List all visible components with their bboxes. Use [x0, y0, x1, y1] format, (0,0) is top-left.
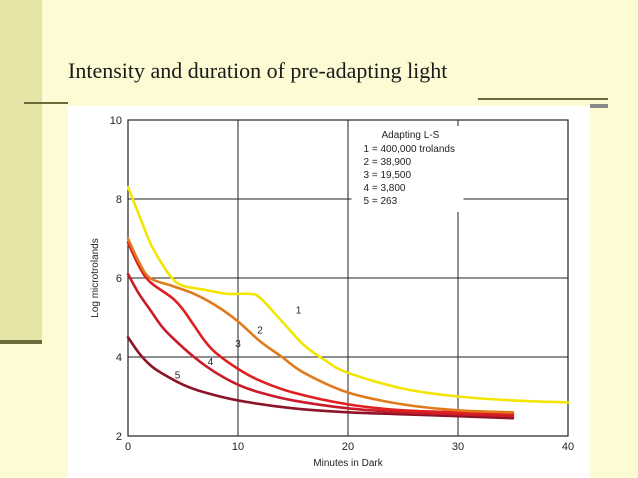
- series-label-3: 3: [235, 339, 241, 350]
- y-tick-labels: 2 4 6 8 10: [110, 115, 122, 443]
- legend-box: [351, 126, 464, 212]
- x-tick-label: 40: [562, 441, 574, 453]
- series-line-5: [126, 335, 515, 420]
- series-labels: 1 2 3 4 5: [175, 306, 302, 382]
- x-tick-label: 20: [342, 441, 354, 453]
- series-line-3: [126, 241, 515, 416]
- title-rule-right-accent: [590, 104, 608, 108]
- x-tick-label: 10: [232, 441, 244, 453]
- decorative-side-band: [0, 0, 42, 340]
- x-tick-labels: 0 10 20 30 40: [125, 441, 574, 453]
- series-lines: [126, 185, 570, 420]
- plot-frame: [127, 119, 569, 437]
- title-rule-right: [478, 98, 608, 100]
- series-line-2: [126, 237, 515, 414]
- legend-title: Adapting L-S: [382, 130, 440, 141]
- legend-entry: 1 = 400,000 trolands: [364, 144, 455, 155]
- legend-entry: 5 = 263: [364, 196, 398, 207]
- series-label-1: 1: [296, 306, 302, 317]
- legend: 1 = 400,000 trolands 2 = 38,900 3 = 19,500…: [364, 144, 455, 207]
- series-label-2: 2: [257, 325, 263, 336]
- y-tick-label: 6: [116, 273, 122, 285]
- x-tick-label: 0: [125, 441, 131, 453]
- series-label-4: 4: [208, 357, 214, 368]
- series-line-1: [126, 185, 570, 404]
- series-line-4: [126, 272, 515, 418]
- legend-entry: 3 = 19,500: [364, 170, 412, 181]
- slide-title: Intensity and duration of pre-adapting l…: [68, 58, 448, 83]
- legend-entry: 2 = 38,900: [364, 157, 412, 168]
- title-rule-left: [24, 102, 68, 104]
- series-label-5: 5: [175, 371, 181, 382]
- x-tick-label: 30: [452, 441, 464, 453]
- y-tick-label: 4: [116, 352, 122, 364]
- y-tick-label: 10: [110, 115, 122, 127]
- x-axis-label: Minutes in Dark: [313, 458, 383, 469]
- decorative-side-line: [0, 340, 42, 344]
- y-tick-label: 2: [116, 431, 122, 443]
- legend-entry: 4 = 3,800: [364, 183, 406, 194]
- y-axis-label: Log microtrolands: [90, 238, 101, 317]
- y-tick-label: 8: [116, 194, 122, 206]
